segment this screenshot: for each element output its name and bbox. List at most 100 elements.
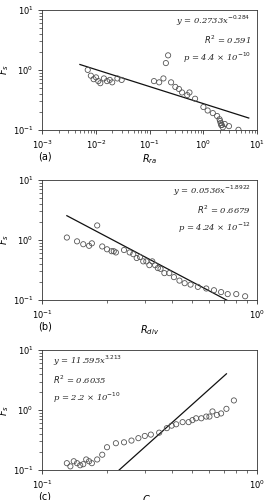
- Point: [177, 85, 181, 93]
- Point: [193, 94, 197, 102]
- Point: [120, 76, 124, 84]
- Point: [122, 246, 126, 254]
- Point: [234, 290, 238, 298]
- Point: [196, 283, 200, 291]
- Point: [172, 273, 176, 281]
- Point: [162, 269, 166, 277]
- Point: [87, 242, 91, 250]
- Point: [169, 78, 173, 86]
- X-axis label: $R_{ra}$: $R_{ra}$: [142, 152, 157, 166]
- Point: [215, 112, 219, 120]
- Point: [115, 74, 120, 82]
- Point: [161, 74, 166, 82]
- Point: [91, 75, 96, 83]
- Point: [220, 121, 224, 129]
- Point: [102, 74, 106, 82]
- Point: [173, 83, 178, 91]
- Point: [217, 115, 222, 123]
- Point: [180, 418, 185, 426]
- Point: [72, 457, 76, 465]
- Point: [166, 52, 170, 60]
- Point: [185, 91, 189, 99]
- Point: [95, 222, 99, 230]
- X-axis label: $C_{nr}$: $C_{nr}$: [142, 493, 158, 500]
- Point: [226, 290, 230, 298]
- Point: [204, 412, 208, 420]
- Point: [211, 109, 215, 117]
- Point: [153, 261, 157, 269]
- Point: [84, 456, 88, 464]
- Point: [158, 265, 163, 273]
- Point: [75, 238, 79, 246]
- Point: [98, 79, 103, 87]
- Point: [94, 74, 98, 82]
- Point: [167, 269, 171, 277]
- Point: [96, 77, 100, 85]
- Point: [201, 103, 206, 111]
- Y-axis label: $F_s$: $F_s$: [0, 404, 11, 415]
- Point: [224, 405, 228, 413]
- Point: [75, 459, 79, 467]
- Point: [227, 122, 231, 130]
- Point: [187, 418, 191, 426]
- Point: [206, 106, 210, 114]
- Point: [131, 250, 135, 258]
- X-axis label: $R_{div}$: $R_{div}$: [140, 322, 159, 336]
- Point: [65, 234, 69, 241]
- Point: [157, 78, 161, 86]
- Point: [236, 126, 241, 134]
- Y-axis label: $F_s$: $F_s$: [0, 234, 11, 246]
- Point: [170, 422, 174, 430]
- Point: [232, 396, 236, 404]
- Point: [105, 77, 109, 85]
- Point: [207, 412, 211, 420]
- Point: [223, 120, 227, 128]
- Point: [188, 280, 193, 288]
- Point: [89, 72, 93, 80]
- Point: [114, 248, 118, 256]
- Point: [78, 462, 82, 469]
- Point: [157, 428, 161, 436]
- Point: [204, 284, 208, 292]
- Point: [147, 261, 152, 269]
- Point: [90, 240, 94, 248]
- Point: [218, 117, 222, 125]
- Point: [215, 411, 219, 419]
- Point: [164, 59, 168, 67]
- Point: [105, 246, 109, 254]
- Text: (a): (a): [38, 152, 52, 162]
- Point: [100, 450, 104, 458]
- Text: y = 0.2733x$^{-0.284}$
$R^2$ = 0.591
p = 4.4 × 10$^{-10}$: y = 0.2733x$^{-0.284}$ $R^2$ = 0.591 p =…: [176, 14, 251, 65]
- Point: [87, 457, 91, 465]
- Point: [221, 124, 225, 132]
- Point: [81, 460, 85, 468]
- Point: [81, 240, 85, 248]
- Point: [150, 258, 154, 266]
- Point: [86, 66, 90, 74]
- Point: [109, 247, 114, 255]
- Point: [141, 258, 145, 266]
- Point: [127, 248, 132, 256]
- Point: [165, 424, 169, 432]
- Point: [212, 286, 216, 294]
- Text: y = 0.0536x$^{-1.8922}$
$R^2$ = 0.6679
p = 4.24 × 10$^{-12}$: y = 0.0536x$^{-1.8922}$ $R^2$ = 0.6679 p…: [173, 184, 251, 236]
- Point: [105, 443, 109, 451]
- Point: [156, 264, 160, 272]
- Point: [136, 434, 140, 442]
- Point: [108, 76, 112, 84]
- Point: [210, 408, 215, 416]
- Point: [110, 78, 114, 86]
- Point: [143, 432, 147, 440]
- Point: [190, 416, 195, 424]
- Point: [152, 77, 156, 85]
- Point: [129, 436, 134, 444]
- Point: [68, 462, 73, 470]
- Point: [138, 253, 142, 261]
- Point: [243, 292, 247, 300]
- Point: [219, 119, 223, 127]
- Point: [114, 439, 118, 447]
- Point: [199, 414, 204, 422]
- Point: [219, 410, 223, 418]
- Point: [135, 254, 139, 262]
- Text: (b): (b): [38, 322, 52, 332]
